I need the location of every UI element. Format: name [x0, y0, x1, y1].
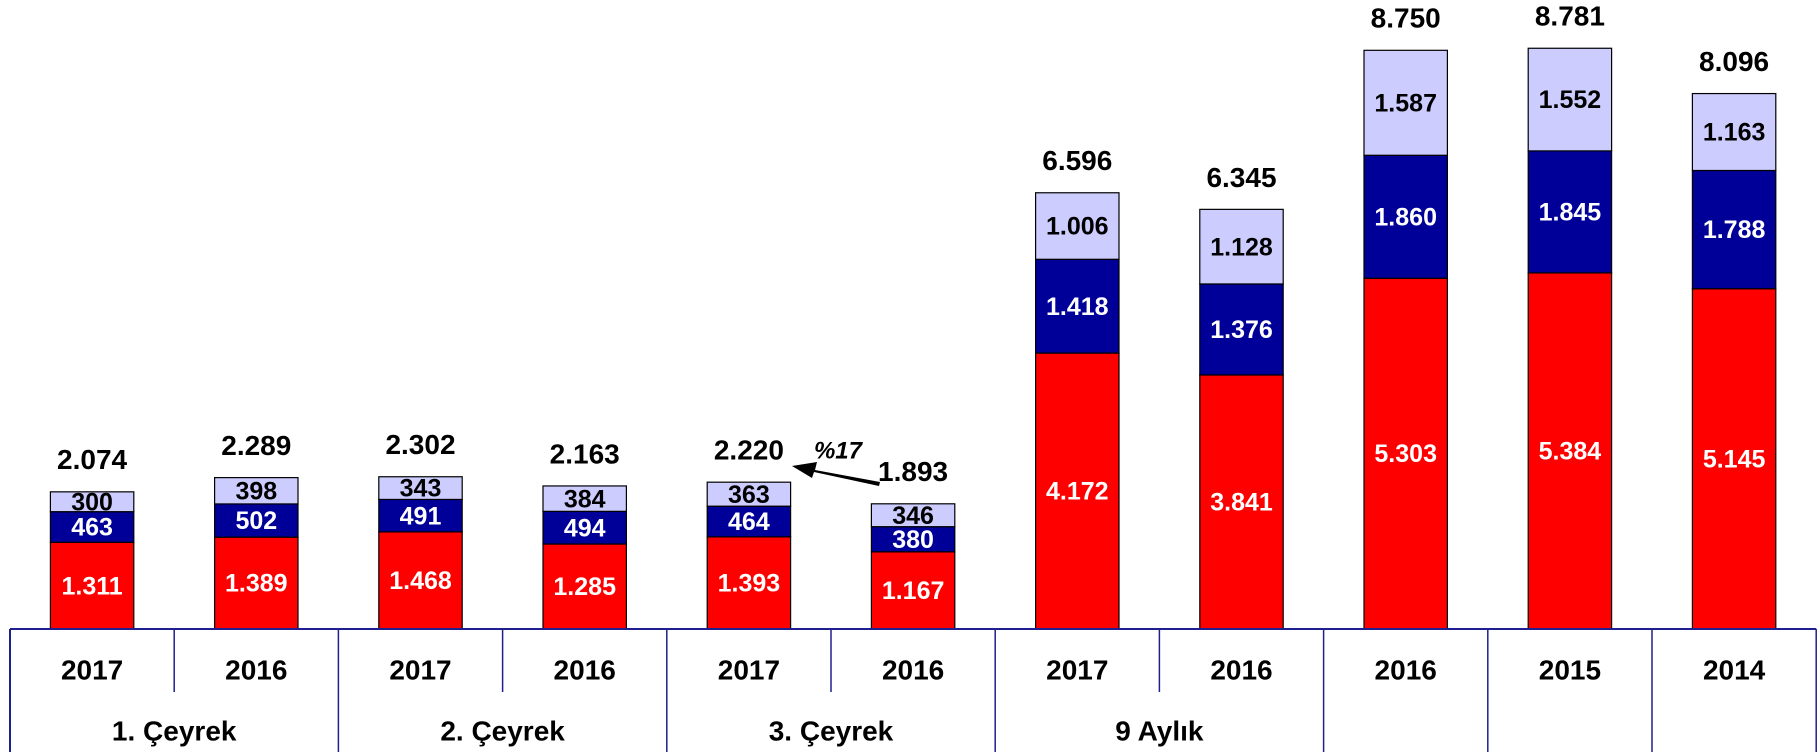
- total-label: 8.750: [1371, 3, 1441, 34]
- bar-segment: [49, 541, 135, 630]
- value-label: 1.587: [1374, 89, 1437, 117]
- bar-segment: [542, 543, 628, 630]
- bar-segment: [1034, 352, 1120, 630]
- bar-segment: [870, 551, 956, 630]
- total-label: 2.163: [550, 438, 620, 469]
- group-label: 9 Aylık: [1115, 715, 1204, 746]
- value-label: 380: [892, 526, 934, 554]
- group-label: 3. Çeyrek: [769, 715, 894, 746]
- x-tick-label: 2015: [1539, 654, 1601, 685]
- bar-segment: [542, 485, 628, 512]
- value-label: 1.389: [225, 570, 288, 598]
- bar-segment: [706, 536, 792, 630]
- bar-segment: [1527, 150, 1613, 274]
- value-label: 1.006: [1046, 213, 1109, 241]
- x-tick-label: 2016: [225, 654, 287, 685]
- total-label: 6.596: [1042, 145, 1112, 176]
- bar-segment: [214, 477, 299, 505]
- total-label: 2.302: [385, 429, 455, 460]
- value-label: 463: [71, 514, 113, 542]
- bar-segment: [706, 481, 792, 507]
- value-label: 502: [235, 507, 277, 535]
- bar-segment: [49, 511, 135, 543]
- bar-segment: [378, 498, 463, 533]
- total-label: 2.220: [714, 435, 784, 466]
- value-label: 4.172: [1046, 478, 1109, 506]
- value-label: 398: [235, 477, 277, 505]
- x-tick-label: 2014: [1703, 654, 1766, 685]
- value-label: 5.303: [1374, 440, 1437, 468]
- value-label: 1.285: [553, 573, 616, 601]
- value-label: 5.145: [1703, 445, 1766, 473]
- bar-segment: [1199, 208, 1284, 285]
- bar-segment: [1034, 258, 1120, 354]
- annotation-arrow: [792, 462, 880, 486]
- x-tick-label: 2017: [1046, 654, 1108, 685]
- value-label: 464: [728, 508, 770, 536]
- bar-segment: [1527, 272, 1613, 630]
- x-tick-label: 2017: [389, 654, 451, 685]
- value-label: 346: [892, 502, 934, 530]
- value-label: 363: [728, 481, 770, 509]
- bar-segment: [870, 526, 956, 553]
- bar-segment: [870, 503, 956, 528]
- value-label: 1.163: [1703, 119, 1766, 147]
- value-label: 1.860: [1374, 203, 1437, 231]
- value-label: 5.384: [1539, 438, 1602, 466]
- value-label: 1.128: [1210, 233, 1273, 261]
- bar-segment: [378, 476, 463, 501]
- bar-segment: [1199, 374, 1284, 630]
- value-label: 1.845: [1539, 199, 1602, 227]
- x-tick-label: 2017: [718, 654, 780, 685]
- total-label: 1.893: [878, 456, 948, 487]
- bar-segment: [1691, 288, 1777, 630]
- bar-segment: [1363, 49, 1449, 156]
- value-label: 1.311: [62, 572, 123, 600]
- annotation: %17: [814, 437, 864, 464]
- bar-segment: [214, 536, 299, 630]
- value-label: 300: [71, 488, 113, 516]
- total-label: 2.289: [221, 430, 291, 461]
- bar-segment: [1691, 169, 1777, 290]
- value-label: 1.468: [389, 567, 452, 595]
- value-label: 491: [400, 502, 442, 530]
- value-label: 343: [400, 475, 442, 503]
- group-label: 1. Çeyrek: [112, 715, 237, 746]
- total-label: 8.781: [1535, 1, 1605, 32]
- value-label: 1.552: [1539, 86, 1602, 114]
- value-label: 494: [564, 514, 606, 542]
- total-label: 6.345: [1206, 162, 1276, 193]
- bar-segment: [49, 491, 135, 513]
- total-label: 2.074: [57, 444, 127, 475]
- value-label: 1.788: [1703, 216, 1766, 244]
- bar-segment: [214, 503, 299, 538]
- value-label: 1.167: [882, 577, 945, 605]
- bar-segment: [1199, 283, 1284, 376]
- x-tick-label: 2016: [882, 654, 944, 685]
- x-tick-label: 2017: [61, 654, 123, 685]
- value-label: 384: [564, 485, 606, 513]
- bar-segment: [1363, 154, 1449, 279]
- total-label: 8.096: [1699, 46, 1769, 77]
- value-label: 3.841: [1210, 489, 1273, 517]
- x-tick-label: 2016: [1375, 654, 1437, 685]
- bar-segment: [1691, 92, 1777, 172]
- x-tick-label: 2016: [1210, 654, 1272, 685]
- value-label: 1.393: [718, 570, 781, 598]
- value-label: 1.418: [1046, 293, 1109, 321]
- group-label: 2. Çeyrek: [440, 715, 565, 746]
- bar-segment: [1363, 277, 1449, 630]
- x-tick-label: 2016: [554, 654, 616, 685]
- bar-segment: [1034, 192, 1120, 260]
- bar-segment: [1527, 47, 1613, 152]
- value-label: 1.376: [1210, 316, 1273, 344]
